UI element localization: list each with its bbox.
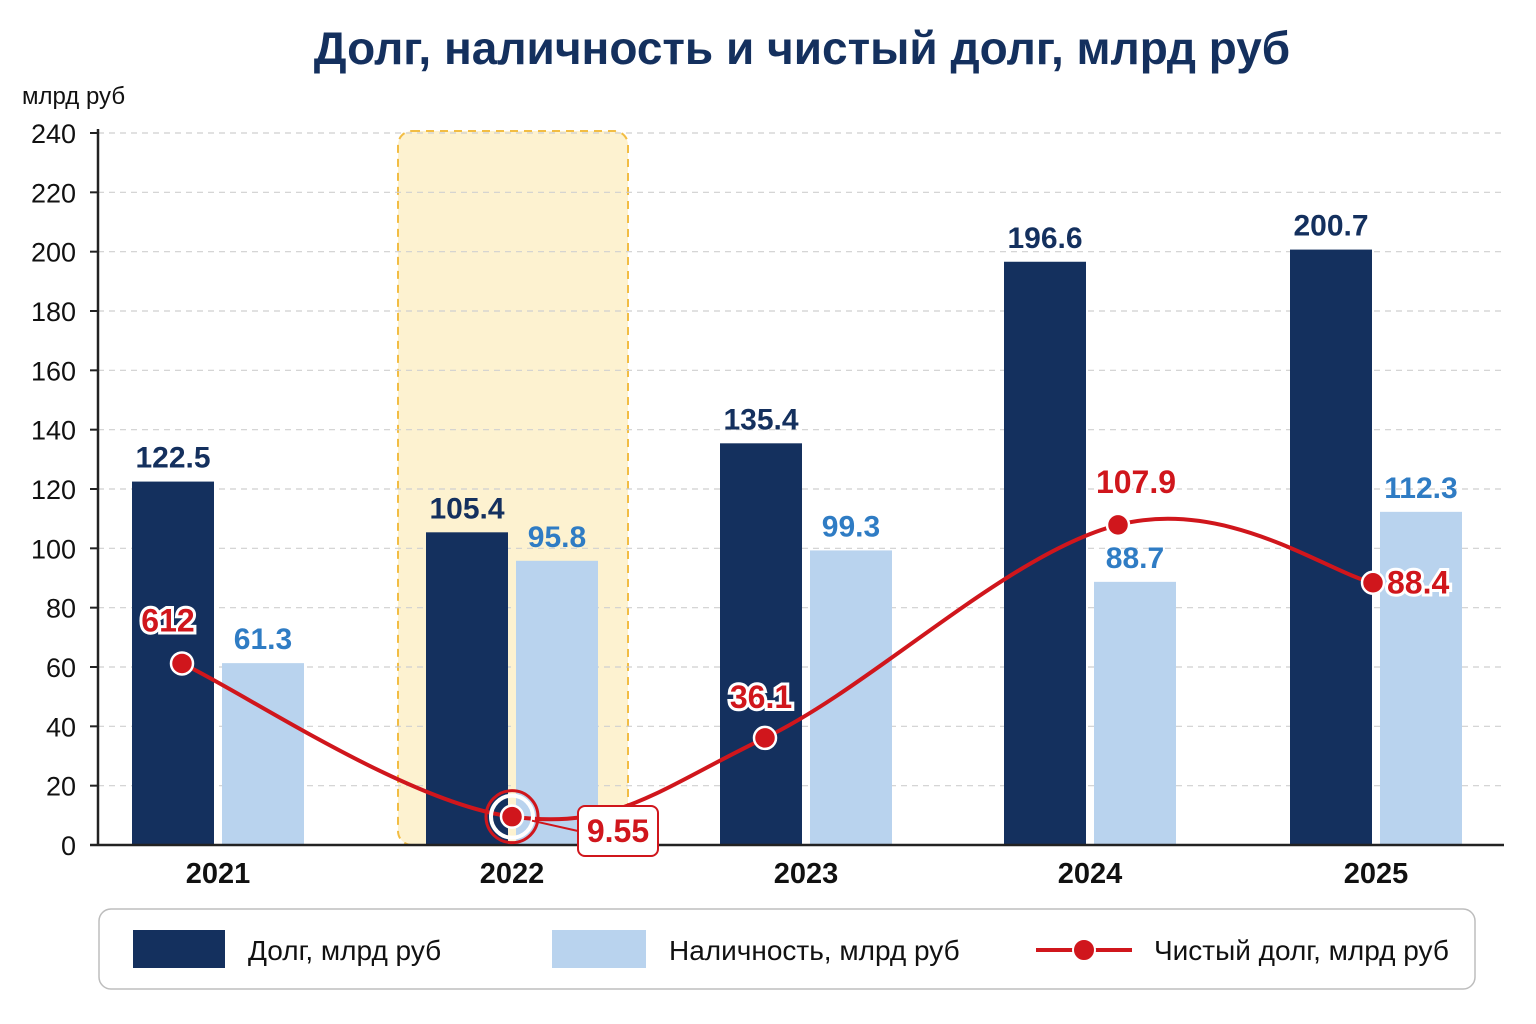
debt-bar-2023: [720, 443, 802, 845]
cash-value-label-2023: 99.3: [822, 510, 880, 543]
legend-label-debt: Долг, млрд руб: [248, 935, 441, 966]
net-debt-value-label-2021: 612: [141, 602, 194, 638]
y-tick-label-240: 240: [31, 119, 76, 149]
y-tick-label-160: 160: [31, 356, 76, 386]
y-tick-label-140: 140: [31, 416, 76, 446]
net-debt-value-label-2023: 36.1: [730, 679, 792, 715]
y-tick-label-40: 40: [46, 712, 76, 742]
net-debt-value-label-2025: 88.4: [1387, 565, 1449, 601]
debt-value-label-2022: 105.4: [429, 492, 504, 525]
y-tick-label-20: 20: [46, 772, 76, 802]
x-tick-label-2023: 2023: [774, 858, 839, 890]
legend-swatch-debt: [133, 930, 225, 968]
cash-bar-2024: [1094, 581, 1176, 845]
legend-label-cash: Наличность, млрд руб: [669, 935, 960, 966]
net-debt-highlight-ring-2022: [484, 789, 540, 845]
cash-value-label-2025: 112.3: [1384, 472, 1457, 505]
debt-value-label-2025: 200.7: [1293, 210, 1368, 243]
axes: 0 20 40 60 80 100 120 140 160 180 200 220 240 2021 202…: [31, 119, 1504, 890]
legend-label-net: Чистый долг, млрд руб: [1154, 935, 1449, 966]
x-tick-label-2024: 2024: [1058, 858, 1123, 890]
net-debt-callout-box-2022: [577, 805, 659, 857]
y-tick-label-80: 80: [46, 594, 76, 624]
debt-value-label-2021: 122.5: [135, 442, 210, 475]
legend: Долг, млрд руб Наличность, млрд руб Чистый…: [98, 908, 1476, 990]
y-tick-label-100: 100: [31, 534, 76, 564]
x-tick-label-2025: 2025: [1344, 858, 1409, 890]
debt-value-label-2023: 135.4: [723, 403, 798, 436]
net-debt-point-2023: [752, 725, 778, 751]
net-debt-callout-line-2022: [531, 819, 579, 832]
legend-box: [98, 908, 1476, 990]
cash-bar-2023: [810, 550, 892, 845]
gridlines: [98, 132, 1504, 787]
cash-value-label-2022: 95.8: [528, 521, 586, 554]
net-debt-point-2024: [1105, 512, 1131, 538]
net-debt-point-2022: [499, 804, 525, 829]
y-tick-label-120: 120: [31, 475, 76, 505]
y-tick-label-60: 60: [46, 653, 76, 683]
y-tick-label-180: 180: [31, 297, 76, 327]
cash-value-label-2024: 88.7: [1106, 542, 1164, 575]
cash-value-label-2021: 61.3: [234, 623, 292, 656]
y-axis-unit-label: млрд руб: [22, 83, 125, 110]
chart-title: Долг, наличность и чистый долг, млрд руб: [314, 22, 1290, 74]
net-debt-point-2025: [1360, 570, 1386, 595]
debt-bar-2022: [426, 532, 508, 845]
bars: [132, 249, 1462, 846]
net-debt-highlight-inner-ring-2022: [489, 793, 535, 840]
debt-bar-2025: [1290, 249, 1372, 846]
legend-swatch-net-marker: [1072, 938, 1096, 962]
y-tick-label-220: 220: [31, 178, 76, 208]
y-tick-label-0: 0: [61, 831, 76, 861]
x-tick-label-2021: 2021: [186, 858, 251, 890]
net-debt-line-layer: [169, 512, 1386, 845]
legend-swatch-cash: [552, 930, 646, 968]
net-debt-value-label-2022: 9.55: [587, 813, 649, 849]
net-debt-value-label-2024: 107.9: [1096, 464, 1176, 500]
data-labels: 122.5 61.3 105.4 95.8 135.4 99.3 196.6 88.7 200.…: [135, 210, 1458, 857]
debt-value-label-2024: 196.6: [1007, 222, 1082, 255]
x-tick-label-2022: 2022: [480, 858, 545, 890]
cash-bar-2025: [1380, 511, 1462, 845]
y-tick-label-200: 200: [31, 238, 76, 268]
net-debt-point-2021: [169, 651, 195, 676]
